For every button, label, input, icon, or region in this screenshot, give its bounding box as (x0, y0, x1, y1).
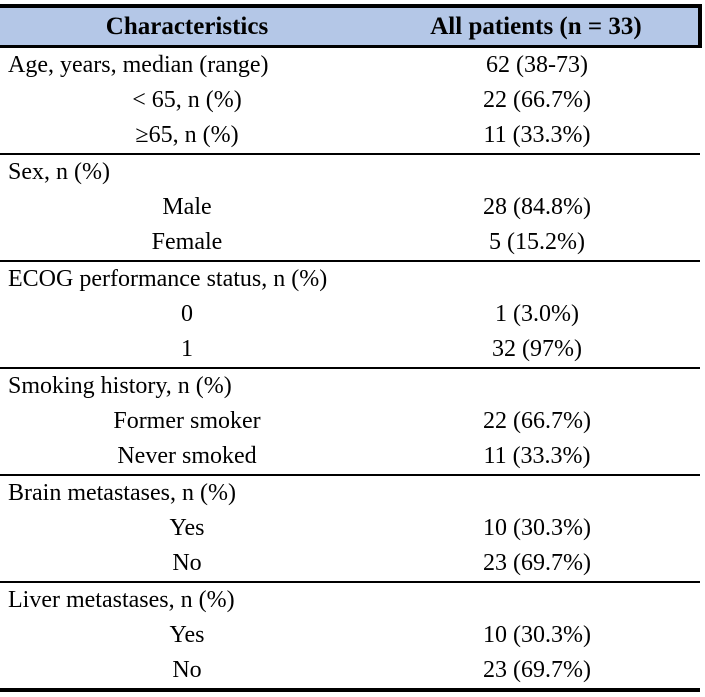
characteristic-value: 22 (66.7%) (483, 87, 591, 113)
characteristic-label: Age, years, median (range) (8, 52, 269, 78)
characteristic-label: < 65, n (%) (132, 87, 242, 113)
table-header-row: Characteristics All patients (n = 33) (0, 6, 702, 48)
patient-characteristics-table: Characteristics All patients (n = 33) Ag… (0, 4, 702, 692)
characteristic-value (374, 154, 700, 190)
table-row-age-2: ≥65, n (%) 11 (33.3%) (0, 118, 700, 155)
table-row-brain-metastases-2: No 23 (69.7%) (0, 546, 700, 583)
characteristic-label: No (0, 546, 374, 583)
characteristic-label: 0 (181, 301, 193, 327)
characteristic-label: Yes (169, 622, 205, 648)
characteristic-label: Male (162, 194, 212, 220)
column-header-all-patients: All patients (n = 33) (374, 6, 702, 48)
table-row-sex-0: Sex, n (%) (0, 154, 700, 190)
table-row-age-0: Age, years, median (range) 62 (38-73) (0, 47, 700, 84)
characteristic-label: ≥65, n (%) (0, 118, 374, 155)
characteristic-label: Liver metastases, n (%) (8, 587, 235, 613)
table-row-age-1: < 65, n (%) 22 (66.7%) (0, 83, 700, 118)
characteristic-label: Smoking history, n (%) (8, 373, 232, 399)
table-row-sex-1: Male 28 (84.8%) (0, 190, 700, 225)
characteristic-label: Brain metastases, n (%) (8, 480, 236, 506)
table-row-liver-metastases-1: Yes 10 (30.3%) (0, 618, 700, 653)
characteristic-label: Sex, n (%) (8, 159, 110, 185)
table-header: Characteristics All patients (n = 33) (0, 6, 702, 48)
characteristic-value (374, 582, 700, 618)
characteristic-value: 1 (3.0%) (495, 301, 579, 327)
characteristic-value: 23 (69.7%) (374, 546, 700, 583)
table-row-smoking-2: Never smoked 11 (33.3%) (0, 439, 700, 476)
characteristic-label: Former smoker (113, 408, 261, 434)
characteristic-value: 28 (84.8%) (483, 194, 591, 220)
characteristic-value (374, 368, 700, 404)
table-row-smoking-0: Smoking history, n (%) (0, 368, 700, 404)
table-row-ecog-1: 0 1 (3.0%) (0, 297, 700, 332)
characteristic-value: 10 (30.3%) (483, 515, 591, 541)
characteristic-value: 32 (97%) (374, 332, 700, 369)
characteristic-value: 62 (38-73) (486, 52, 588, 78)
characteristic-label: ECOG performance status, n (%) (8, 266, 328, 292)
table-row-ecog-0: ECOG performance status, n (%) (0, 261, 700, 297)
characteristic-value (374, 475, 700, 511)
table-row-ecog-2: 1 32 (97%) (0, 332, 700, 369)
column-header-characteristics: Characteristics (0, 6, 374, 48)
table-row-smoking-1: Former smoker 22 (66.7%) (0, 404, 700, 439)
characteristic-value: 23 (69.7%) (483, 657, 591, 683)
characteristic-value: 22 (66.7%) (483, 408, 591, 434)
characteristic-value: 11 (33.3%) (374, 439, 700, 476)
table-row-brain-metastases-1: Yes 10 (30.3%) (0, 511, 700, 546)
characteristic-label: 1 (0, 332, 374, 369)
table-row-sex-2: Female 5 (15.2%) (0, 225, 700, 262)
characteristic-value: 10 (30.3%) (483, 622, 591, 648)
characteristic-value: 11 (33.3%) (374, 118, 700, 155)
characteristic-label: Never smoked (0, 439, 374, 476)
characteristic-label: Female (0, 225, 374, 262)
table-row-liver-metastases-0: Liver metastases, n (%) (0, 582, 700, 618)
characteristic-value: 5 (15.2%) (374, 225, 700, 262)
characteristic-label: No (172, 657, 202, 683)
table-body: Age, years, median (range) 62 (38-73) < 65… (0, 47, 700, 691)
table-row-liver-metastases-2: No 23 (69.7%) (0, 653, 700, 690)
characteristic-value (374, 261, 700, 297)
table-row-brain-metastases-0: Brain metastases, n (%) (0, 475, 700, 511)
characteristic-label: Yes (169, 515, 205, 541)
